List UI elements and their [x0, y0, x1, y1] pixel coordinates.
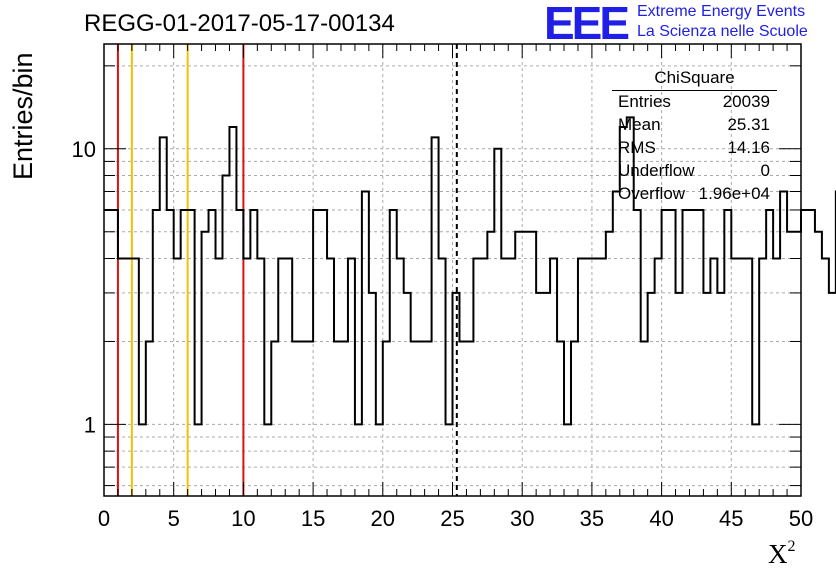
stats-key: RMS [618, 138, 656, 157]
stats-value: 1.96e+04 [698, 184, 770, 203]
x-tick-label: 45 [719, 506, 743, 531]
stats-key: Underflow [618, 161, 695, 180]
stats-row-overflow: Overflow 1.96e+04 [618, 184, 770, 206]
x-tick-label: 5 [168, 506, 180, 531]
stats-key: Entries [618, 92, 671, 111]
stats-value: 14.16 [727, 138, 770, 157]
x-tick-label: 25 [440, 506, 464, 531]
stats-value: 25.31 [727, 115, 770, 134]
chart-title: REGG-01-2017-05-17-00134 [84, 10, 395, 37]
x-tick-label: 50 [789, 506, 813, 531]
logo-line-2: La Scienza nelle Scuole [637, 23, 808, 40]
stats-key: Mean [618, 115, 661, 134]
stats-row-entries: Entries 20039 [618, 92, 770, 114]
x-axis-label-base: X [768, 539, 788, 569]
histogram-line [104, 116, 836, 426]
marker-layer [116, 44, 458, 496]
stats-row-mean: Mean 25.31 [618, 115, 770, 137]
stats-value: 20039 [722, 92, 770, 111]
x-tick-label: 20 [371, 506, 395, 531]
stats-key: Overflow [618, 184, 686, 203]
stats-row-underflow: Underflow 0 [618, 161, 770, 183]
logo-line-1: Extreme Energy Events [637, 3, 806, 20]
x-tick-label: 10 [231, 506, 255, 531]
stats-divider [612, 90, 777, 91]
x-axis-label: X2 [768, 538, 796, 570]
y-tick-label: 1 [84, 412, 96, 437]
y-axis-label: Entries/bin [8, 52, 38, 180]
eee-logo: EEE [544, 0, 630, 49]
stats-value: 0 [760, 161, 770, 180]
x-axis-label-superscript: 2 [787, 538, 796, 555]
x-tick-label: 40 [649, 506, 673, 531]
x-tick-label: 15 [301, 506, 325, 531]
x-tick-label: 0 [98, 506, 110, 531]
stats-title: ChiSquare [654, 68, 735, 87]
tick-layer: 0 5 10 15 20 25 30 35 40 45 50 1 10 [72, 44, 813, 531]
stats-row-rms: RMS 14.16 [618, 138, 770, 160]
x-tick-label: 30 [510, 506, 534, 531]
y-tick-label: 10 [72, 137, 96, 162]
stats-box: ChiSquare Entries 20039 Mean 25.31 RMS 1… [612, 68, 777, 214]
x-tick-label: 35 [580, 506, 604, 531]
